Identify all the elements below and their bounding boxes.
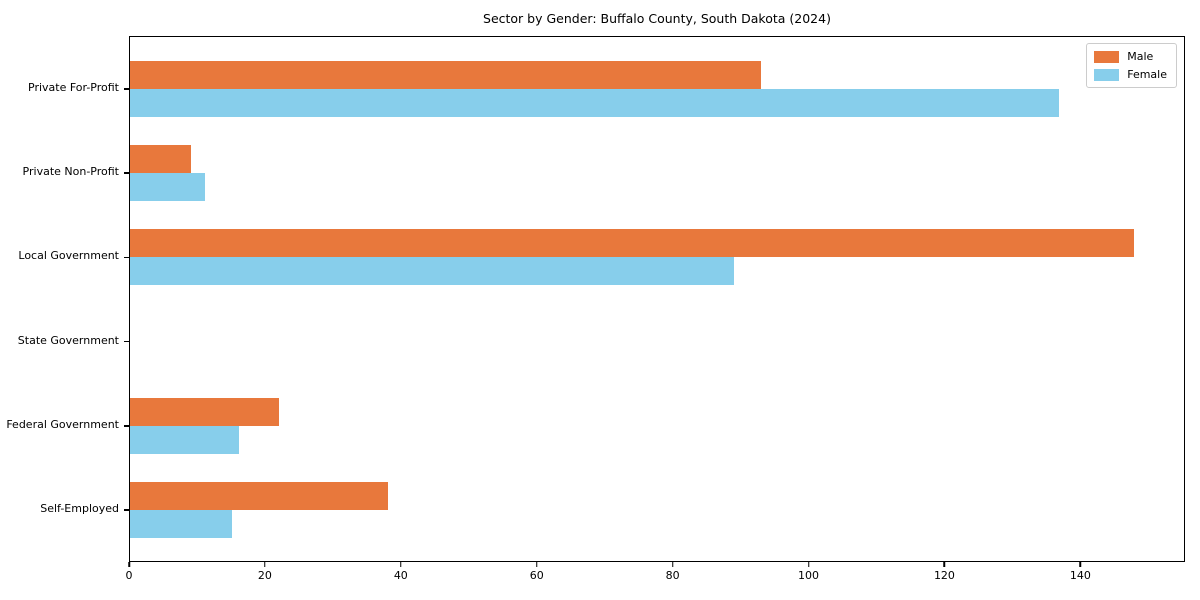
x-tick-label-120: 120 [933,569,955,582]
x-tick-label-140: 140 [1069,569,1091,582]
y-label-local-government: Local Government [18,249,119,263]
x-tick-mark-60 [535,562,538,567]
bar-female-local-government [130,257,734,286]
x-tick-label-40: 40 [393,569,408,582]
legend: Male Female [1086,43,1177,88]
y-label-private-for-profit: Private For-Profit [28,81,119,94]
x-tick-label-60: 60 [529,569,544,582]
chart-title: Sector by Gender: Buffalo County, South … [483,11,831,26]
bar-male-self-employed [130,482,388,510]
bar-male-private-non-profit [130,145,192,174]
x-tick-mark-100 [807,562,810,567]
bar-female-federal-government [130,425,239,454]
x-tick-label-100: 100 [798,569,820,582]
y-tick-self-employed [124,509,130,511]
y-tick-state-government [124,340,130,343]
x-tick-mark-80 [671,562,674,567]
bar-female-private-for-profit [130,89,1060,117]
y-axis-labels: Private For-Profit Private Non-Profit Loca… [0,36,129,562]
legend-item-female: Female [1094,68,1167,81]
bar-female-self-employed [130,510,232,538]
y-tick-federal-government [124,425,130,427]
x-tick-label-0: 0 [125,569,133,582]
y-label-state-government: State Government [17,333,119,347]
bar-female-private-non-profit [130,173,205,202]
x-tick-mark-140 [1079,562,1082,567]
x-tick-mark-20 [264,562,266,567]
bar-male-local-government [130,229,1134,258]
plot-area: Male Female [124,36,1185,562]
x-tick-mark-40 [400,562,402,567]
x-axis: 0 20 40 60 80 100 120 140 [125,562,1185,592]
x-tick-label-20: 20 [257,569,272,582]
x-tick-mark-0 [128,562,130,567]
legend-label-male: Male [1127,50,1154,63]
y-label-federal-government: Federal Government [6,417,119,431]
bar-male-federal-government [130,397,280,426]
legend-label-female: Female [1127,68,1167,81]
legend-swatch-female [1094,68,1120,81]
y-tick-private-non-profit [124,172,130,174]
x-tick-label-80: 80 [665,569,680,582]
x-tick-mark-120 [943,562,946,567]
y-tick-local-government [124,256,130,259]
y-label-self-employed: Self-Employed [40,502,119,515]
y-label-private-non-profit: Private Non-Profit [22,165,119,179]
bar-male-private-for-profit [130,61,761,89]
legend-item-male: Male [1094,50,1167,63]
legend-swatch-male [1094,50,1120,63]
y-tick-private-for-profit [124,88,130,90]
